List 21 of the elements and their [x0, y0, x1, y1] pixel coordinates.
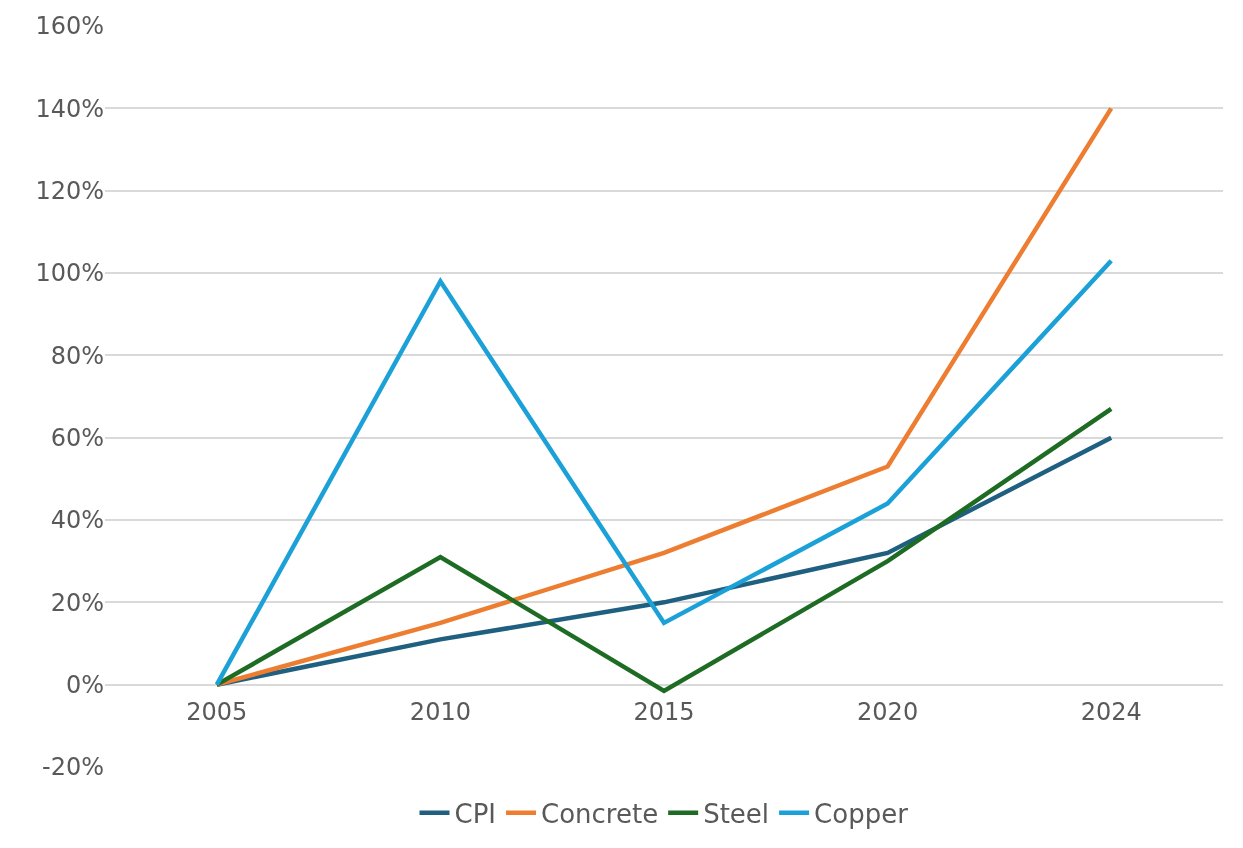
legend-label: Copper	[814, 798, 909, 829]
y-tick-label: 160%	[35, 12, 104, 41]
y-tick-label: 120%	[35, 177, 104, 206]
legend-label: CPI	[454, 798, 497, 829]
x-tick-label: 2015	[633, 697, 695, 726]
y-tick-label: 20%	[50, 588, 104, 617]
y-tick-label: -20%	[41, 753, 104, 782]
x-tick-label: 2010	[409, 697, 471, 726]
x-tick-label: 2024	[1080, 697, 1142, 726]
y-tick-label: 40%	[50, 506, 104, 535]
x-tick-label: 2005	[186, 697, 248, 726]
y-tick-label: 0%	[65, 671, 104, 700]
legend-label: Steel	[703, 798, 770, 829]
x-tick-label: 2020	[857, 697, 919, 726]
y-tick-label: 140%	[35, 94, 104, 123]
y-tick-label: 80%	[50, 341, 104, 370]
line-series	[214, 258, 1114, 687]
y-tick-label: 60%	[50, 424, 104, 453]
line-series	[214, 106, 1114, 687]
legend-label: Concrete	[541, 798, 659, 829]
y-tick-label: 100%	[35, 259, 104, 288]
